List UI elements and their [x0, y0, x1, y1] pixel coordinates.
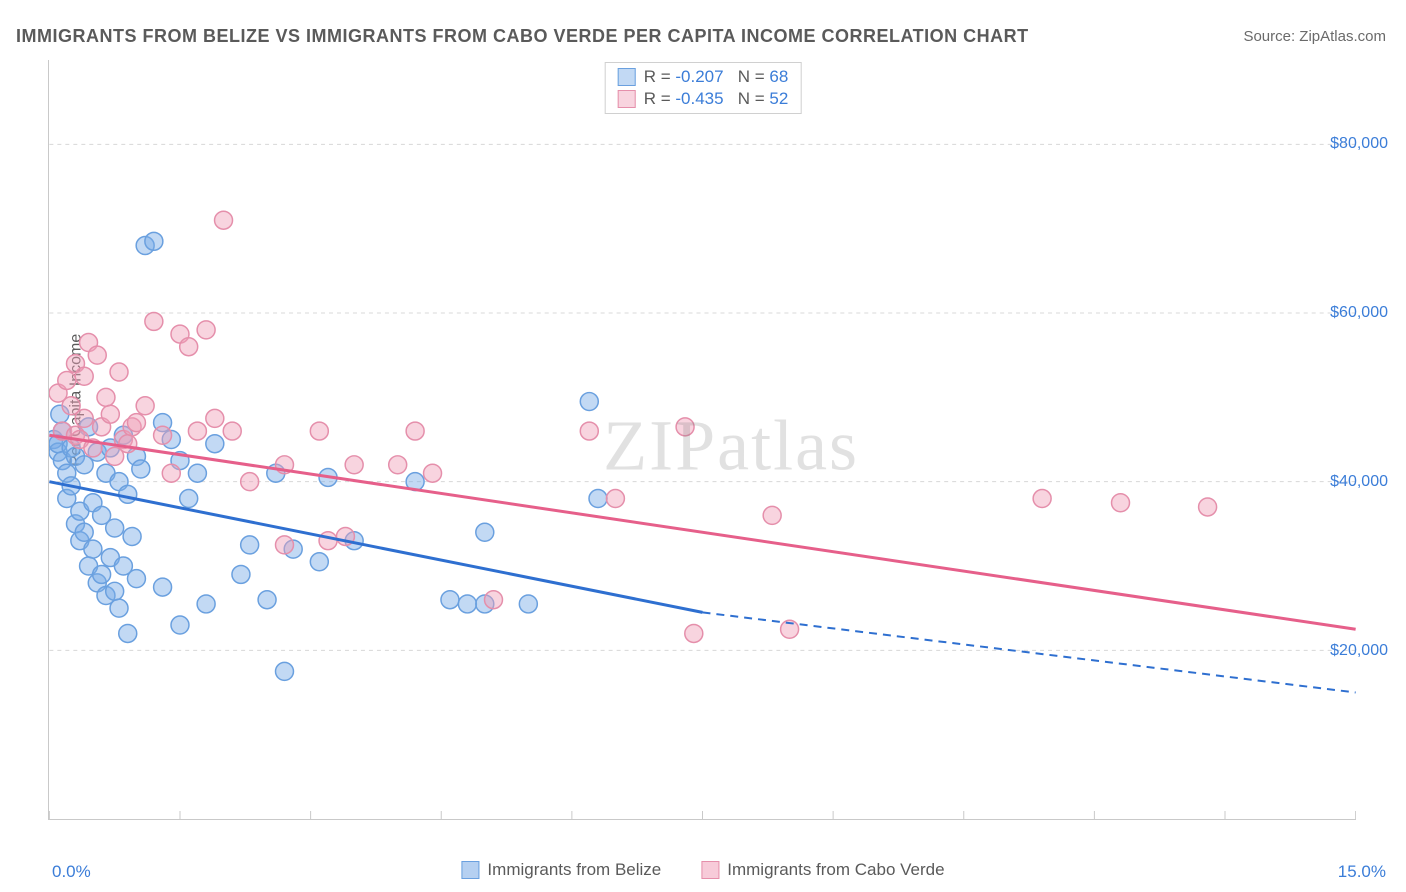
legend-label: Immigrants from Cabo Verde: [727, 860, 944, 880]
y-tick-label: $60,000: [1330, 304, 1388, 322]
stats-legend-row: R = -0.207 N = 68: [618, 67, 789, 87]
legend-item: Immigrants from Belize: [461, 860, 661, 880]
legend-swatch: [618, 68, 636, 86]
legend-swatch: [701, 861, 719, 879]
legend-swatch: [618, 90, 636, 108]
y-tick-label: $20,000: [1330, 642, 1388, 660]
y-tick-label: $40,000: [1330, 473, 1388, 491]
stats-legend: R = -0.207 N = 68 R = -0.435 N = 52: [605, 62, 802, 114]
x-axis-min-label: 0.0%: [52, 862, 91, 882]
legend-label: Immigrants from Belize: [487, 860, 661, 880]
series-legend: Immigrants from Belize Immigrants from Ca…: [461, 860, 944, 880]
stats-legend-row: R = -0.435 N = 52: [618, 89, 789, 109]
legend-item: Immigrants from Cabo Verde: [701, 860, 944, 880]
chart-container: IMMIGRANTS FROM BELIZE VS IMMIGRANTS FRO…: [0, 0, 1406, 892]
scatter-plot: [48, 60, 1356, 820]
stats-text: R = -0.435 N = 52: [644, 89, 789, 109]
x-axis-max-label: 15.0%: [1338, 862, 1386, 882]
legend-swatch: [461, 861, 479, 879]
y-tick-label: $80,000: [1330, 135, 1388, 153]
chart-title: IMMIGRANTS FROM BELIZE VS IMMIGRANTS FRO…: [16, 26, 1029, 47]
source-attribution: Source: ZipAtlas.com: [1243, 28, 1386, 45]
stats-text: R = -0.207 N = 68: [644, 67, 789, 87]
